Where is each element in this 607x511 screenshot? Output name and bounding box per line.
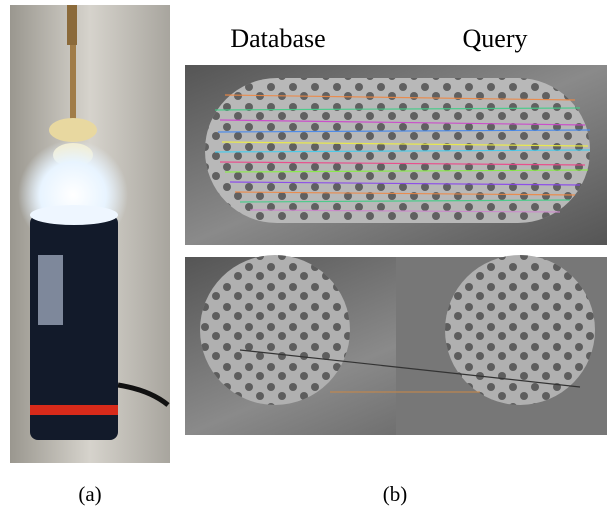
figure: Database Query (a) (b) [0, 0, 607, 511]
match-panel-bottom [185, 255, 607, 435]
caption: (b) [383, 482, 408, 506]
match-panel-top [185, 65, 607, 245]
column-header: Query [463, 24, 528, 53]
photo-device [10, 5, 170, 463]
column-header: Database [230, 24, 325, 53]
caption: (a) [78, 482, 101, 506]
